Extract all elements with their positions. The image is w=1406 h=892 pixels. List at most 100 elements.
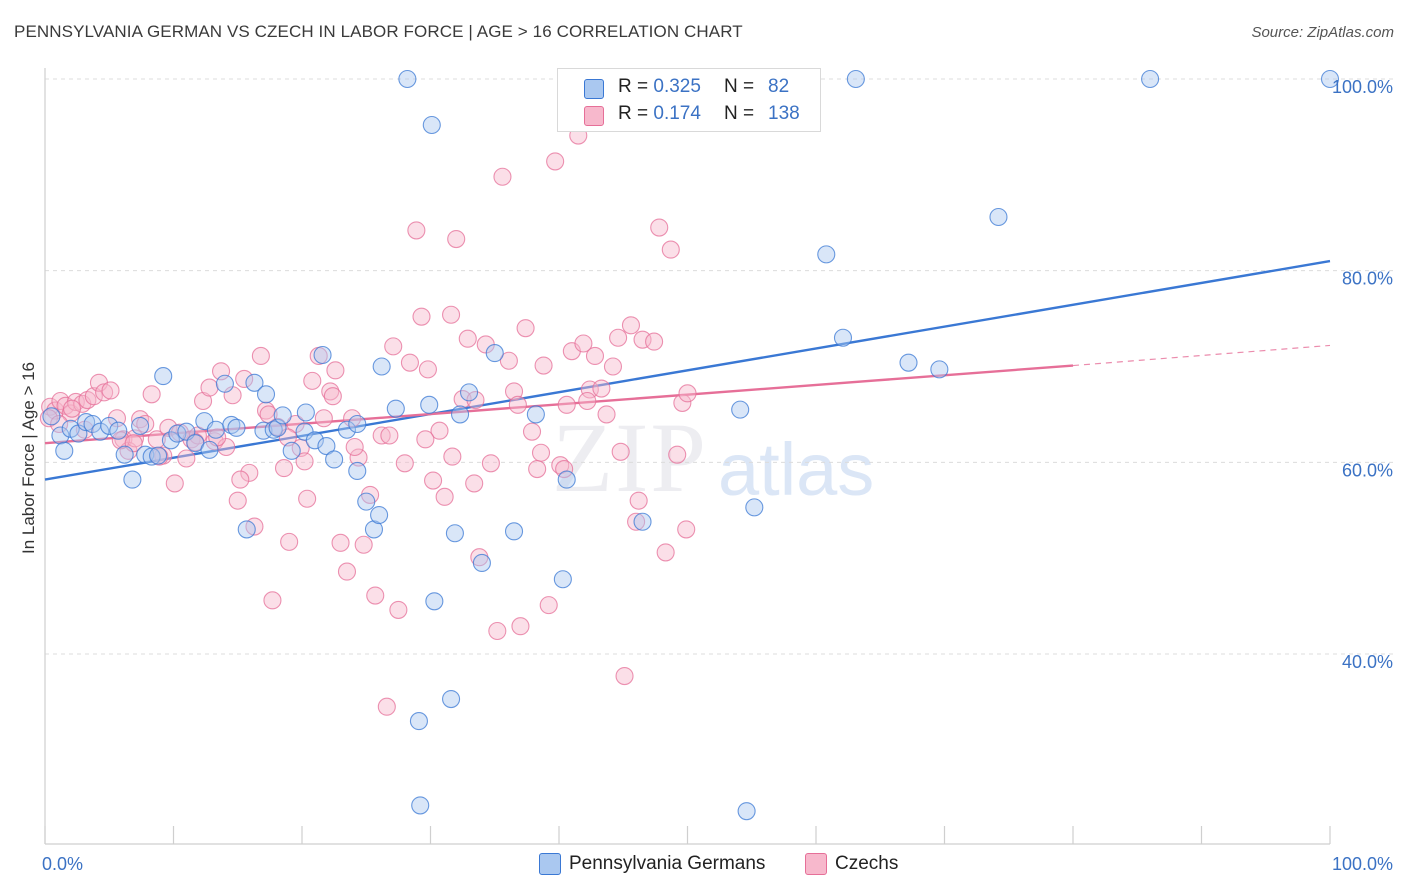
chart-source: Source: ZipAtlas.com — [1251, 24, 1394, 41]
point-czechs — [466, 390, 485, 410]
point-pennsylvania-germans — [206, 420, 225, 439]
y-axis-title: In Labor Force | Age > 16 — [19, 362, 38, 554]
point-czechs — [534, 356, 553, 375]
series-legend: Pennsylvania Germans Czechs — [0, 852, 1406, 878]
point-pennsylvania-germans — [91, 422, 110, 441]
point-pennsylvania-germans — [472, 553, 491, 573]
point-czechs — [418, 360, 437, 379]
point-czechs — [326, 361, 345, 380]
chart-title: PENNSYLVANIA GERMAN VS CZECH IN LABOR FO… — [14, 22, 743, 41]
point-pennsylvania-germans — [745, 498, 764, 517]
point-pennsylvania-germans — [168, 424, 187, 443]
point-czechs — [609, 328, 628, 347]
point-czechs — [574, 334, 593, 353]
point-pennsylvania-germans — [633, 512, 652, 531]
point-pennsylvania-germans — [227, 418, 246, 437]
y-tick-label: 100.0% — [1332, 77, 1393, 97]
legend-r-value: 0.174 — [653, 103, 701, 124]
point-czechs — [650, 218, 669, 237]
point-czechs — [240, 463, 259, 482]
point-czechs — [177, 449, 196, 468]
point-czechs — [673, 393, 692, 412]
grid-lines — [45, 78, 1395, 655]
y-tick-label: 60.0% — [1342, 460, 1393, 480]
point-pennsylvania-germans — [398, 69, 417, 89]
point-pennsylvania-germans — [325, 450, 344, 469]
axis-labels: 40.0% 60.0% 80.0% 100.0% 0.0% 100.0% In Labor … — [19, 77, 1393, 874]
point-czechs — [62, 399, 82, 418]
legend-swatch-czechs — [805, 853, 827, 875]
legend-label-czechs: Czechs — [835, 853, 899, 874]
point-pennsylvania-germans — [553, 570, 572, 589]
point-czechs — [488, 621, 507, 641]
point-czechs — [366, 586, 385, 605]
point-czechs — [150, 447, 169, 466]
point-czechs — [585, 346, 605, 366]
point-czechs — [400, 353, 419, 372]
point-czechs — [661, 240, 680, 259]
point-czechs — [458, 329, 477, 348]
point-czechs — [504, 382, 524, 401]
point-czechs — [656, 543, 675, 562]
point-czechs — [603, 357, 623, 376]
point-czechs — [345, 437, 364, 457]
point-czechs — [528, 459, 547, 479]
point-czechs — [101, 381, 120, 400]
stats-legend: R = 0.325 N = 82 R = 0.174 N = 138 — [557, 68, 821, 132]
point-pennsylvania-germans — [445, 524, 464, 543]
point-czechs — [263, 591, 282, 610]
point-czechs — [303, 371, 322, 390]
point-pennsylvania-germans — [386, 399, 405, 418]
trend-lines — [44, 259, 1331, 481]
point-pennsylvania-germans — [731, 400, 750, 419]
point-pennsylvania-germans — [409, 712, 428, 731]
point-pennsylvania-germans — [296, 403, 315, 422]
point-czechs — [578, 391, 597, 411]
legend-label-pennsylvania: Pennsylvania Germans — [569, 853, 766, 874]
point-czechs — [511, 617, 530, 636]
point-czechs — [633, 330, 652, 349]
point-pennsylvania-germans — [451, 405, 470, 424]
point-pennsylvania-germans — [154, 367, 173, 386]
point-pennsylvania-germans — [348, 414, 367, 434]
point-czechs — [84, 387, 103, 406]
point-czechs — [443, 447, 462, 466]
point-pennsylvania-germans — [100, 416, 119, 435]
point-pennsylvania-germans — [425, 592, 444, 611]
trend-line-pennsylvania-germans — [44, 259, 1331, 481]
x-tick-label: 100.0% — [1332, 854, 1393, 874]
point-czechs — [295, 452, 314, 471]
point-czechs — [539, 596, 558, 615]
point-czechs — [95, 383, 114, 402]
legend-r-label: R = 0.174 — [618, 103, 701, 124]
point-czechs — [298, 489, 317, 508]
point-czechs — [280, 532, 299, 551]
point-czechs — [597, 405, 616, 424]
point-pennsylvania-germans — [222, 415, 241, 435]
watermark-atlas: atlas — [718, 428, 875, 511]
legend-r-label: R = 0.325 — [618, 76, 701, 97]
point-pennsylvania-germans — [372, 357, 391, 376]
point-czechs — [147, 430, 166, 449]
point-czechs — [555, 459, 574, 479]
point-pennsylvania-germans — [817, 245, 836, 264]
point-czechs — [337, 562, 357, 581]
point-czechs — [645, 332, 664, 351]
legend-n-value: 138 — [768, 103, 800, 124]
point-czechs — [343, 409, 362, 428]
point-pennsylvania-germans — [1141, 69, 1160, 89]
point-pennsylvania-germans — [109, 421, 128, 440]
point-czechs — [615, 666, 634, 686]
point-pennsylvania-germans — [485, 344, 504, 363]
point-czechs — [522, 422, 542, 441]
point-czechs — [395, 454, 414, 473]
point-czechs — [629, 491, 648, 510]
y-tick-label: 40.0% — [1342, 652, 1393, 672]
point-pennsylvania-germans — [237, 520, 256, 539]
point-czechs — [677, 520, 696, 539]
point-pennsylvania-germans — [930, 360, 949, 379]
legend-n-label: N = — [724, 103, 755, 124]
point-pennsylvania-germans — [1320, 69, 1340, 89]
legend-swatch-czechs — [584, 106, 604, 126]
